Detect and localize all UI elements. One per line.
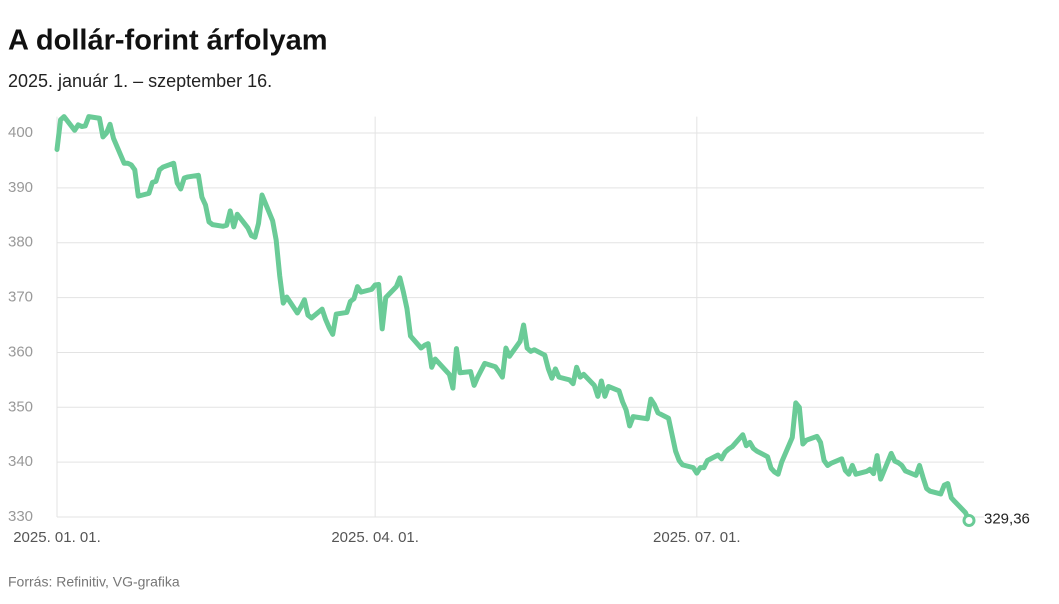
- x-tick-label: 2025. 07. 01.: [653, 529, 741, 546]
- y-tick-label: 340: [8, 453, 33, 470]
- y-tick-label: 360: [8, 343, 33, 360]
- y-tick-label: 400: [8, 124, 33, 141]
- y-tick-label: 350: [8, 398, 33, 415]
- data-line: [54, 114, 972, 524]
- end-value-label: 329,36: [984, 510, 1030, 527]
- source-note: Forrás: Refinitiv, VG-grafika: [8, 574, 180, 590]
- y-tick-label: 390: [8, 179, 33, 196]
- chart-subtitle: 2025. január 1. – szeptember 16.: [8, 71, 272, 91]
- x-tick-label: 2025. 04. 01.: [331, 529, 419, 546]
- x-tick-label: 2025. 01. 01.: [13, 529, 101, 546]
- end-marker: [962, 514, 976, 528]
- chart-title: A dollár-forint árfolyam: [8, 25, 328, 57]
- y-tick-label: 380: [8, 234, 33, 251]
- y-tick-label: 330: [8, 508, 33, 525]
- y-tick-label: 370: [8, 289, 33, 306]
